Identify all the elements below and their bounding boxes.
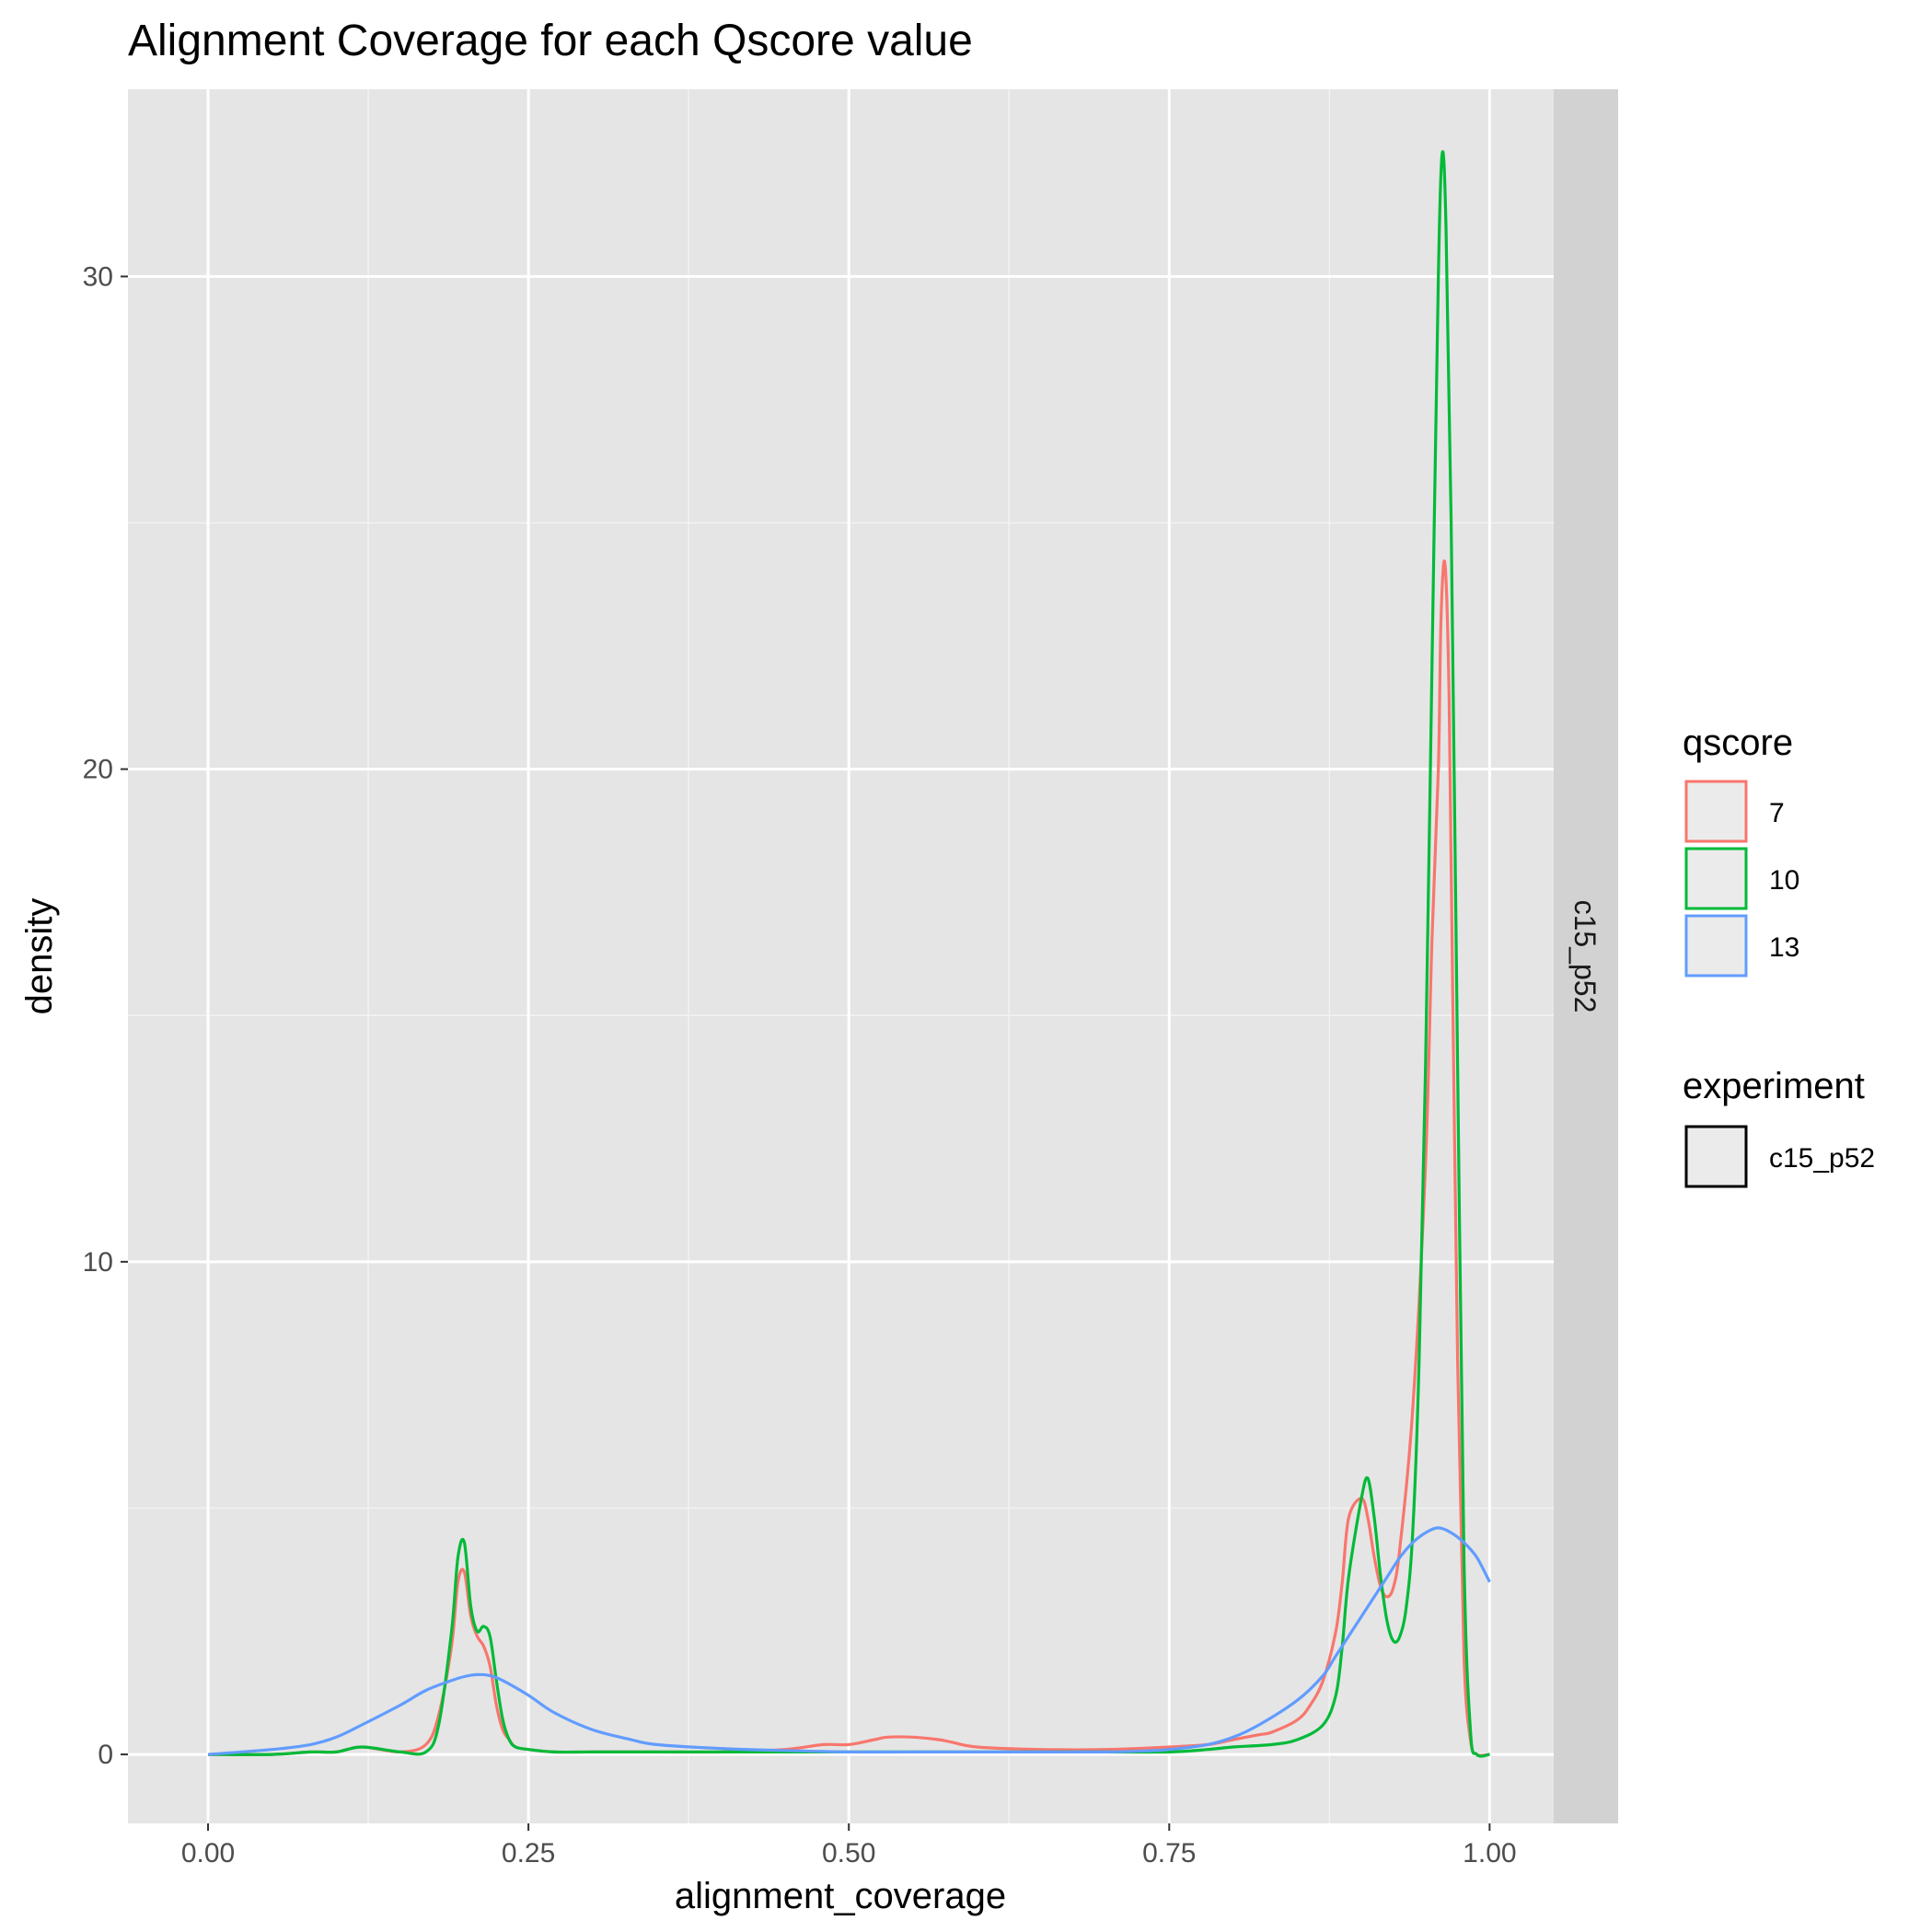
minor-grid bbox=[128, 89, 1554, 1823]
legend-qscore: qscore 7 10 13 bbox=[1683, 723, 1799, 978]
x-tick-label: 1.00 bbox=[1463, 1838, 1516, 1868]
legend2-title: experiment bbox=[1683, 1066, 1865, 1106]
x-axis: 0.00 0.25 0.50 0.75 1.00 bbox=[181, 1823, 1517, 1868]
legend-label-7: 7 bbox=[1769, 798, 1785, 828]
facet-strip bbox=[1554, 89, 1618, 1823]
legend-key-13 bbox=[1684, 914, 1748, 978]
x-tick-label: 0.25 bbox=[502, 1838, 555, 1868]
chart-title: Alignment Coverage for each Qscore value bbox=[128, 17, 973, 65]
y-axis-title: density bbox=[19, 898, 60, 1015]
x-tick-label: 0.75 bbox=[1142, 1838, 1196, 1868]
legend-experiment: experiment c15_p52 bbox=[1683, 1066, 1875, 1188]
series-line-q10 bbox=[207, 150, 1490, 1758]
x-tick-label: 0.00 bbox=[181, 1838, 235, 1868]
x-axis-title: alignment_coverage bbox=[675, 1876, 1006, 1916]
y-tick-label: 30 bbox=[83, 261, 113, 292]
y-tick-label: 0 bbox=[98, 1740, 113, 1770]
legend-label-10: 10 bbox=[1769, 865, 1799, 896]
major-grid bbox=[128, 89, 1554, 1823]
legend2-label-c15_p52: c15_p52 bbox=[1769, 1143, 1875, 1174]
legend-key-7 bbox=[1684, 780, 1748, 843]
legend2-key-c15_p52 bbox=[1684, 1125, 1748, 1188]
series-line-q13 bbox=[207, 1526, 1491, 1756]
plot-panel bbox=[128, 89, 1554, 1823]
series-lines bbox=[207, 150, 1491, 1758]
facet-strip-label: c15_p52 bbox=[1568, 900, 1602, 1013]
legend-key-10 bbox=[1684, 847, 1748, 910]
y-tick-label: 10 bbox=[83, 1247, 113, 1278]
y-tick-label: 20 bbox=[83, 755, 113, 785]
y-axis: 0 10 20 30 bbox=[83, 261, 128, 1770]
legend-title: qscore bbox=[1683, 723, 1793, 763]
x-tick-label: 0.50 bbox=[822, 1838, 875, 1868]
legend-label-13: 13 bbox=[1769, 932, 1799, 963]
